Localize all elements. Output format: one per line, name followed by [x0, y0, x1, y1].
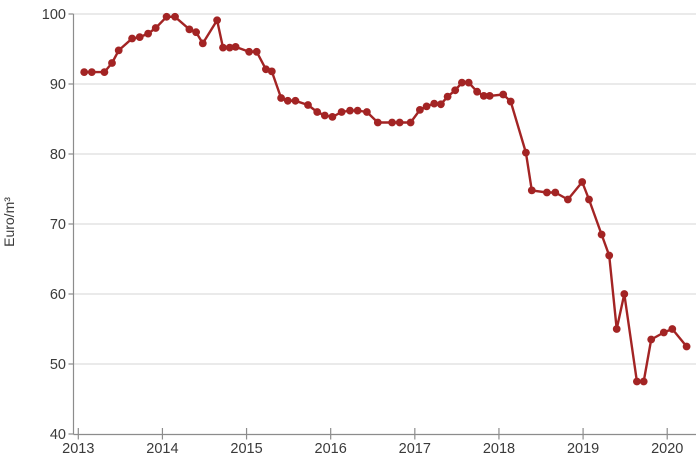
data-point	[267, 67, 276, 76]
data-point	[633, 377, 641, 386]
price-line	[82, 15, 688, 383]
x-tick-label: 2015	[230, 441, 262, 457]
x-tick-labels: 2013 2014 2015 2016 2017 2018 2019 2020	[62, 441, 683, 457]
data-point	[659, 328, 668, 337]
data-point	[639, 377, 648, 386]
y-tick-label: 40	[50, 427, 66, 443]
data-point	[499, 90, 508, 99]
data-point	[620, 290, 629, 298]
data-point	[219, 43, 227, 52]
data-point	[291, 96, 300, 105]
data-point	[100, 68, 109, 76]
data-point	[605, 251, 614, 260]
data-point	[198, 39, 207, 48]
y-tick-label: 80	[50, 147, 66, 163]
data-point	[597, 230, 606, 239]
data-point	[668, 325, 677, 333]
data-point	[585, 195, 593, 204]
data-point	[682, 342, 691, 351]
data-point	[388, 118, 396, 127]
data-point	[564, 195, 572, 204]
data-point	[328, 113, 337, 121]
data-point	[479, 92, 488, 100]
data-point	[543, 188, 551, 197]
data-point	[128, 34, 137, 43]
data-point	[416, 106, 424, 114]
data-point	[213, 16, 222, 25]
x-tick-label: 2013	[62, 441, 94, 457]
x-tick-label: 2018	[483, 441, 515, 457]
data-point	[337, 108, 346, 116]
data-point	[304, 101, 312, 109]
x-tick-label: 2019	[567, 441, 599, 457]
data-point	[80, 68, 89, 76]
y-tick-label: 70	[50, 217, 66, 233]
data-point	[192, 28, 201, 37]
data-point	[527, 186, 536, 195]
data-point	[443, 92, 452, 101]
data-point	[551, 188, 560, 197]
data-point	[277, 94, 285, 102]
data-point	[262, 65, 270, 74]
data-point	[506, 97, 515, 106]
data-point	[578, 178, 587, 186]
data-point	[473, 87, 481, 96]
data-point	[114, 46, 123, 55]
data-point	[283, 96, 292, 105]
data-point	[162, 12, 171, 21]
data-point	[522, 148, 530, 157]
data-point	[373, 118, 382, 127]
y-tick-label: 90	[50, 77, 66, 93]
data-point	[485, 92, 494, 100]
data-point	[252, 47, 261, 56]
x-tick-label: 2020	[651, 441, 683, 457]
gridlines	[73, 13, 696, 365]
y-tick-label: 50	[50, 357, 66, 373]
y-tick-label: 100	[42, 7, 66, 23]
data-point	[225, 43, 234, 52]
data-point	[430, 99, 439, 108]
x-tick-label: 2017	[399, 441, 431, 457]
data-point	[346, 106, 354, 115]
data-point	[451, 86, 460, 95]
data-point	[422, 102, 431, 111]
data-point	[108, 59, 116, 67]
data-point	[406, 118, 415, 127]
price-series	[80, 12, 691, 386]
x-tick-label: 2014	[146, 441, 178, 457]
data-point	[87, 68, 96, 76]
data-point	[353, 106, 362, 115]
data-point	[185, 25, 194, 34]
data-point	[612, 325, 621, 333]
data-point	[144, 29, 153, 38]
data-point	[458, 78, 466, 87]
data-point	[320, 111, 329, 120]
data-point	[151, 24, 160, 32]
y-tick-label: 60	[50, 287, 66, 303]
y-axis-title: Euro/m³	[1, 197, 17, 247]
axes	[68, 13, 696, 440]
data-point	[363, 108, 371, 116]
data-point	[313, 108, 322, 116]
data-point	[647, 335, 656, 344]
x-tick-label: 2016	[315, 441, 347, 457]
data-point	[437, 100, 445, 109]
data-point	[171, 12, 179, 21]
data-point	[135, 33, 144, 41]
data-point	[395, 118, 404, 127]
data-point	[464, 78, 473, 87]
data-point	[245, 47, 254, 56]
y-tick-labels: 100 90 80 70 60 50 40	[42, 7, 66, 443]
data-point	[231, 43, 240, 51]
